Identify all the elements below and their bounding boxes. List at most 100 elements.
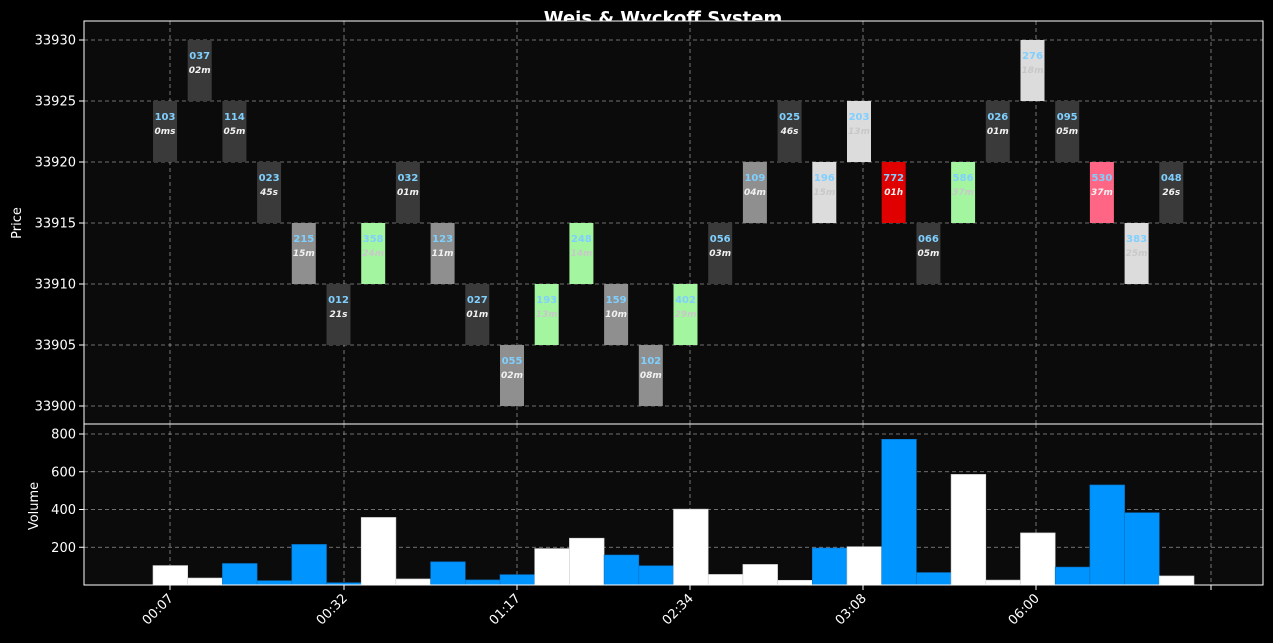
renko-brick: [604, 284, 629, 345]
brick-volume-label: 383: [1126, 234, 1147, 245]
renko-brick: [742, 162, 767, 223]
volume-bar: [811, 547, 848, 586]
volume-bar: [534, 548, 570, 586]
brick-duration-label: 15m: [293, 249, 315, 259]
renko-brick: [500, 345, 524, 406]
volume-axis-label: Volume: [27, 482, 42, 530]
volume-panel-border: [83, 423, 1264, 586]
volume-bar: [707, 574, 744, 586]
brick-duration-label: 21s: [330, 310, 349, 320]
volume-bar: [916, 572, 952, 586]
brick-volume-label: 203: [849, 112, 870, 123]
brick-volume-label: 025: [779, 112, 800, 123]
renko-brick: [395, 162, 420, 223]
price-tick-label: 33915: [35, 217, 76, 232]
volume-bar: [1089, 484, 1125, 586]
brick-duration-label: 37m: [1091, 188, 1113, 198]
brick-duration-label: 15m: [813, 188, 835, 198]
volume-bar: [742, 564, 778, 586]
price-bricks: 103 0ms 037 02m 114 05m 023 45s 215 15m 012 21s 358 2…: [153, 40, 1184, 406]
volume-bar: [777, 579, 813, 586]
price-tick-label: 33910: [35, 278, 76, 293]
renko-brick: [1020, 40, 1045, 101]
brick-duration-label: 04m: [744, 188, 766, 198]
volume-bar: [881, 438, 917, 586]
price-axis-label: Price: [10, 207, 25, 239]
brick-duration-label: 14m: [570, 249, 592, 259]
volume-bar: [1159, 575, 1195, 586]
brick-volume-label: 023: [259, 173, 280, 184]
renko-brick: [153, 101, 177, 162]
volume-bar: [985, 579, 1021, 586]
brick-volume-label: 123: [432, 234, 453, 245]
brick-duration-label: 26s: [1162, 188, 1181, 198]
renko-brick: [1055, 101, 1080, 162]
renko-brick: [881, 162, 906, 223]
brick-volume-label: 109: [744, 173, 765, 184]
brick-volume-label: 027: [467, 295, 488, 306]
volume-grid: [84, 424, 1263, 585]
renko-brick: [222, 101, 247, 162]
renko-brick: [985, 101, 1010, 162]
brick-volume-label: 772: [883, 173, 904, 184]
brick-volume-label: 402: [675, 295, 696, 306]
brick-volume-label: 103: [155, 112, 176, 123]
volume-bar: [256, 580, 293, 586]
brick-duration-label: 11m: [432, 249, 454, 259]
volume-tick-label: 400: [51, 503, 76, 518]
brick-volume-label: 048: [1161, 173, 1182, 184]
brick-duration-label: 45s: [259, 188, 279, 198]
renko-brick: [257, 162, 282, 223]
brick-duration-label: 01m: [397, 188, 419, 198]
volume-bar: [499, 574, 536, 586]
renko-brick: [187, 40, 212, 101]
brick-duration-label: 13m: [536, 310, 558, 320]
volume-bar: [1054, 566, 1091, 586]
volume-bar: [430, 561, 466, 586]
price-tick-label: 33930: [35, 34, 76, 49]
brick-duration-label: 01h: [884, 188, 903, 198]
volume-bar: [360, 517, 397, 586]
price-tick-label: 33900: [35, 400, 76, 415]
brick-duration-label: 05m: [1056, 127, 1078, 137]
brick-volume-label: 358: [363, 234, 384, 245]
volume-bar: [1020, 532, 1056, 586]
brick-volume-label: 056: [710, 234, 731, 245]
volume-bar: [569, 537, 605, 586]
renko-brick: [638, 345, 663, 406]
volume-tick-label: 200: [51, 541, 76, 556]
volume-bar: [291, 544, 327, 586]
renko-brick: [465, 284, 490, 345]
brick-duration-label: 18m: [1022, 66, 1044, 76]
renko-brick: [534, 284, 559, 345]
price-tick-label: 33925: [35, 95, 76, 110]
volume-bar: [222, 563, 258, 586]
brick-duration-label: 02m: [501, 371, 523, 381]
renko-brick: [361, 223, 386, 284]
brick-volume-label: 530: [1091, 173, 1112, 184]
renko-brick: [951, 162, 976, 223]
brick-volume-label: 276: [1022, 51, 1043, 62]
brick-volume-label: 032: [397, 173, 418, 184]
price-y-ticks: 33900 33905 33910 33915 33920 33925 33930: [35, 34, 84, 415]
brick-volume-label: 037: [189, 51, 210, 62]
volume-bar: [673, 508, 709, 586]
brick-duration-label: 37m: [952, 188, 974, 198]
brick-volume-label: 066: [918, 234, 939, 245]
brick-duration-label: 01m: [987, 127, 1009, 137]
renko-brick: [569, 223, 594, 284]
renko-brick: [777, 101, 802, 162]
brick-volume-label: 196: [814, 173, 835, 184]
brick-volume-label: 159: [606, 295, 627, 306]
price-tick-label: 33905: [35, 339, 76, 354]
renko-brick: [1159, 162, 1184, 223]
brick-duration-label: 05m: [917, 249, 939, 259]
brick-duration-label: 13m: [848, 127, 870, 137]
volume-tick-label: 600: [51, 465, 76, 480]
volume-bar: [950, 474, 987, 586]
brick-volume-label: 026: [987, 112, 1008, 123]
volume-bar: [638, 565, 674, 586]
brick-volume-label: 095: [1057, 112, 1078, 123]
renko-brick: [1124, 223, 1149, 284]
